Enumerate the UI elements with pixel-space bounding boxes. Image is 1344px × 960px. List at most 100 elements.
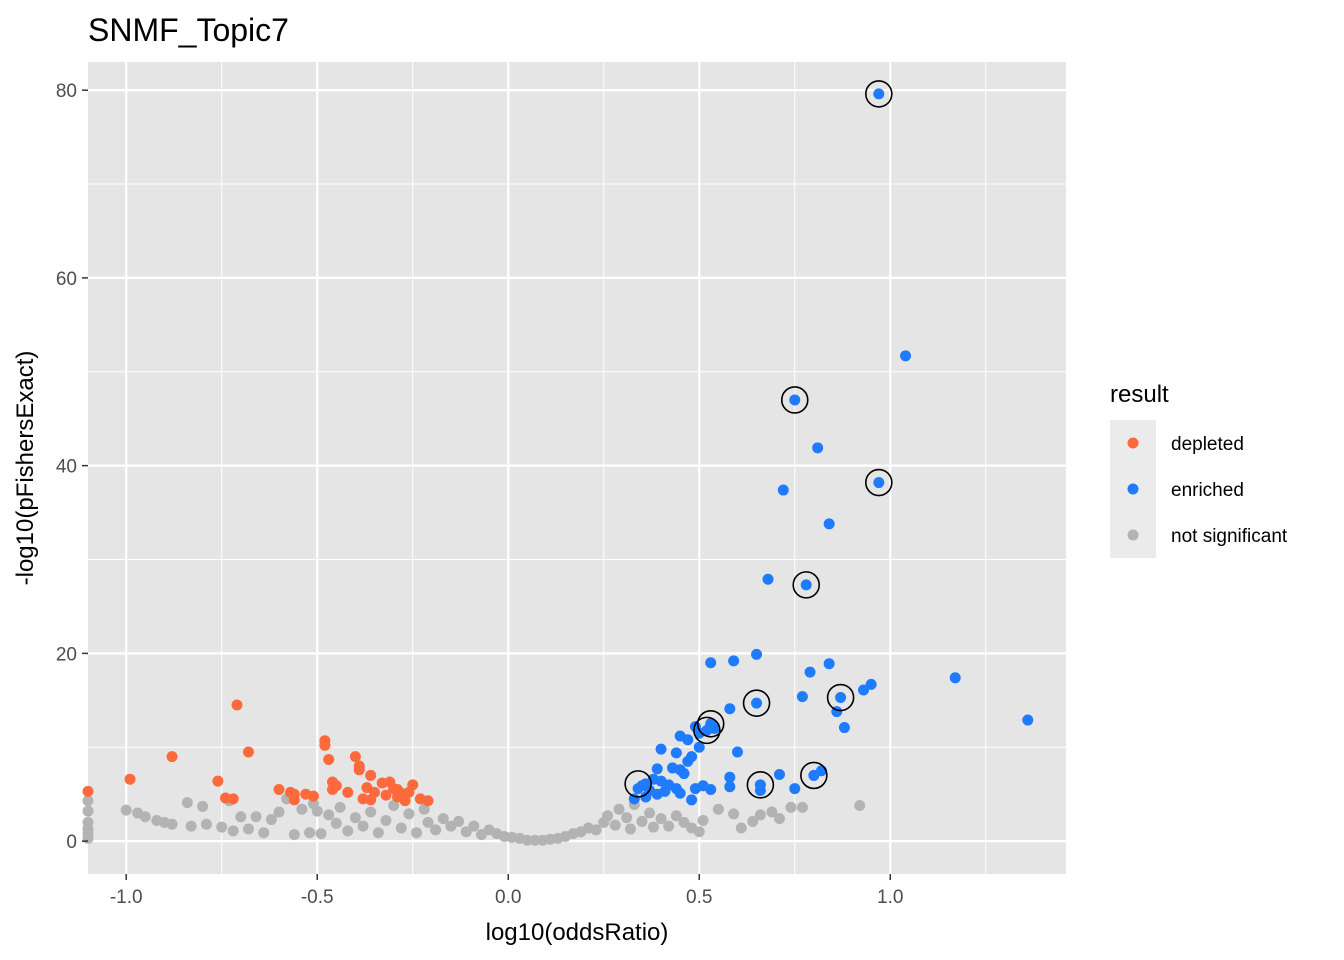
point-not-significant <box>529 834 541 846</box>
highlight-ring <box>792 571 821 599</box>
point-not-significant <box>854 799 866 811</box>
point-depleted <box>330 780 342 792</box>
highlight-ring <box>742 689 771 717</box>
point-depleted <box>380 789 392 801</box>
point-not-significant <box>273 806 285 818</box>
point-enriched <box>865 678 877 690</box>
point-enriched <box>724 703 736 715</box>
point-not-significant <box>712 803 724 815</box>
point-not-significant <box>728 808 740 820</box>
legend-title: result <box>1110 381 1169 408</box>
y-axis-title: -log10(pFishersExact) <box>12 351 39 586</box>
point-enriched <box>838 722 850 734</box>
point-not-significant <box>735 822 747 834</box>
point-enriched <box>789 394 801 406</box>
point-not-significant <box>521 834 533 846</box>
y-axis-ticks: 0 20 40 60 80 <box>56 81 88 853</box>
point-not-significant <box>766 806 778 818</box>
point-not-significant <box>773 813 785 825</box>
point-enriched <box>823 518 835 530</box>
point-depleted <box>353 764 365 776</box>
point-enriched <box>900 350 912 362</box>
point-depleted <box>369 786 381 798</box>
point-enriched <box>823 658 835 670</box>
point-not-significant <box>468 820 480 832</box>
point-not-significant <box>242 823 254 835</box>
point-not-significant <box>139 811 151 823</box>
x-axis-ticks: -1.0 -0.5 0.0 0.5 1.0 <box>110 874 903 908</box>
point-not-significant <box>304 827 316 839</box>
point-enriched <box>728 655 740 667</box>
point-depleted <box>242 746 254 758</box>
point-enriched <box>800 579 812 591</box>
point-not-significant <box>670 810 682 822</box>
point-not-significant <box>747 815 759 827</box>
series-not-significant <box>82 793 866 846</box>
point-not-significant <box>590 824 602 836</box>
point-not-significant <box>250 811 262 823</box>
point-not-significant <box>258 827 270 839</box>
highlight-ring <box>826 683 855 712</box>
point-not-significant <box>349 812 361 824</box>
point-enriched <box>773 768 785 780</box>
series-depleted <box>82 699 434 807</box>
point-enriched <box>724 771 736 783</box>
point-depleted <box>166 751 178 763</box>
chart-title: SNMF_Topic7 <box>88 12 289 48</box>
point-not-significant <box>621 812 633 824</box>
point-not-significant <box>82 795 94 807</box>
point-not-significant <box>460 826 472 838</box>
point-enriched <box>796 691 808 703</box>
point-not-significant <box>330 817 342 829</box>
point-enriched <box>670 783 682 795</box>
point-enriched <box>812 442 824 454</box>
grid-lines <box>88 62 1066 874</box>
point-depleted <box>212 775 224 787</box>
point-not-significant <box>624 823 636 835</box>
point-enriched <box>762 573 774 585</box>
y-tick-label: 20 <box>56 644 77 665</box>
highlight-ring <box>746 771 775 799</box>
point-enriched <box>777 484 789 496</box>
point-enriched <box>858 684 870 696</box>
legend-key-not-significant <box>1127 529 1139 541</box>
point-depleted <box>82 785 94 797</box>
point-enriched <box>789 783 801 795</box>
point-depleted <box>407 779 419 791</box>
point-enriched <box>835 692 847 704</box>
point-enriched <box>686 794 698 806</box>
point-enriched <box>655 743 667 755</box>
point-enriched <box>640 791 652 803</box>
point-not-significant <box>372 827 384 839</box>
point-not-significant <box>323 809 335 821</box>
point-enriched <box>678 768 690 780</box>
point-not-significant <box>311 805 323 817</box>
point-not-significant <box>120 804 132 816</box>
highlight-ring <box>624 770 652 798</box>
point-enriched <box>808 769 820 781</box>
legend-label: depleted <box>1171 434 1244 455</box>
point-enriched <box>632 783 644 795</box>
point-not-significant <box>395 822 407 834</box>
highlight-ring <box>800 761 828 790</box>
point-depleted <box>273 784 285 796</box>
point-not-significant <box>315 828 327 840</box>
x-tick-label: 1.0 <box>877 887 903 908</box>
point-not-significant <box>200 818 212 830</box>
point-enriched <box>682 755 694 767</box>
point-depleted <box>319 739 331 751</box>
point-not-significant <box>796 801 808 813</box>
point-enriched <box>693 741 705 753</box>
point-enriched <box>724 781 736 793</box>
legend: result depleted enriched not significant <box>1110 381 1288 558</box>
point-enriched <box>873 88 885 100</box>
point-not-significant <box>357 820 369 832</box>
legend-label: not significant <box>1171 526 1288 547</box>
point-enriched <box>949 672 961 684</box>
point-not-significant <box>181 797 193 809</box>
point-not-significant <box>785 801 797 813</box>
point-not-significant <box>644 807 656 819</box>
point-not-significant <box>82 805 94 817</box>
point-depleted <box>399 795 411 807</box>
